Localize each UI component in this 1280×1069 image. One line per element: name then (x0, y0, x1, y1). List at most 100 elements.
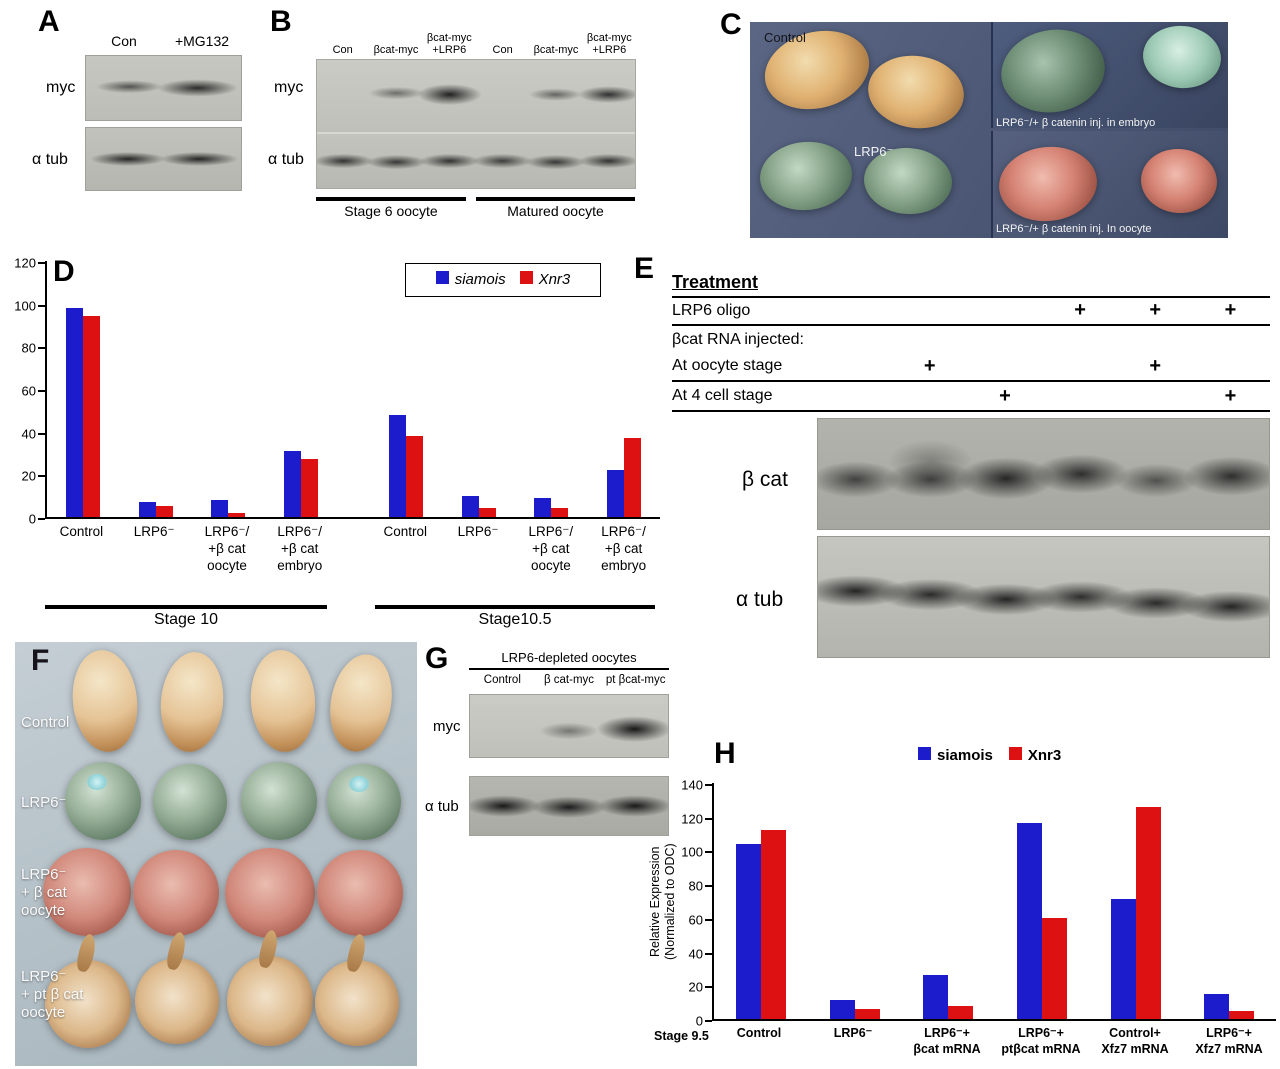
embryo (322, 649, 400, 757)
embryo (863, 49, 969, 135)
stage-underline (375, 605, 655, 609)
bar-group (442, 496, 515, 517)
xnr3-legend-swatch (1008, 747, 1022, 760)
bar-group (515, 498, 588, 517)
lane-label: βcat-myc +LRP6 (586, 31, 632, 57)
blot-row-label: β cat (742, 468, 788, 491)
photo-caption: LRP6⁻/+ β catenin inj. in embryo (996, 117, 1156, 129)
bar-Xnr3 (551, 508, 569, 517)
bar-group (1089, 807, 1183, 1019)
treatment-row: At 4 cell stage + + (672, 382, 1270, 412)
bar-group (265, 451, 338, 517)
panel-b: B Con βcat-myc βcat-myc +LRP6 Con βcat-m… (268, 5, 653, 223)
photo-caption: LRP6⁻ + β cat oocyte (21, 866, 67, 919)
embryo (995, 142, 1101, 226)
legend-label: Xnr3 (538, 271, 571, 288)
y-tick-mark (705, 952, 712, 955)
legend-item: Xnr3 (1008, 747, 1062, 764)
empty-cell (967, 326, 1042, 380)
x-axis-labels: Control LRP6⁻ LRP6⁻+ βcat mRNA LRP6⁻+ ptβca… (712, 1021, 1276, 1057)
bar-siamois (923, 975, 949, 1019)
y-tick-mark (705, 851, 712, 854)
blot-row-label: α tub (32, 151, 68, 168)
bar-group (714, 830, 808, 1019)
embryo (1139, 22, 1224, 92)
lane-label: βcat-myc +LRP6 (426, 31, 472, 57)
y-tick-mark (38, 347, 45, 350)
plus-sign: + (1224, 299, 1237, 321)
bar-siamois (138, 502, 156, 517)
lane-label: Con (332, 44, 353, 57)
legend-item: siamois (435, 271, 506, 289)
panel-a: A Con +MG132 myc α tub (30, 5, 265, 200)
embryo (225, 848, 315, 938)
plus-sign: + (1224, 385, 1237, 407)
legend-label: siamois (454, 271, 506, 288)
alpha-tub-blot-strip (469, 776, 669, 836)
y-tick-label: 20 (21, 468, 36, 484)
bar-siamois (461, 496, 479, 517)
treatment-table: LRP6 oligo + + + βcat RNA injected: At ooc… (672, 296, 1270, 412)
y-tick-label: 40 (21, 426, 36, 442)
photo-quadrant-right-bottom (990, 131, 1228, 238)
alpha-tub-blot-strip (817, 536, 1270, 658)
y-tick-mark (705, 918, 712, 921)
embryo-photo-montage: Control LRP6⁻ LRP6⁻ + β cat oocyte LRP6⁻… (15, 642, 417, 1066)
x-category-label: LRP6⁻+ ptβcat mRNA (1001, 1026, 1081, 1056)
y-tick-mark (38, 390, 45, 392)
embryo (45, 960, 131, 1048)
alpha-tub-blot-strip (317, 134, 635, 188)
y-axis-title-text: Relative Expression (Normalized to ODC) (648, 843, 677, 961)
lane-label: βcat-myc (533, 44, 579, 57)
bar-Xnr3 (854, 1009, 880, 1019)
panel-e: E Treatment LRP6 oligo + + + βcat RNA inje… (630, 250, 1280, 662)
y-tick-label: 60 (21, 383, 36, 399)
lane-label: Control (483, 674, 521, 686)
stage-label: Stage 9.5 (654, 1029, 709, 1043)
y-tick-label: 0 (695, 1013, 703, 1029)
empty-cell (817, 382, 892, 410)
siamois-legend-swatch (435, 271, 449, 284)
x-category-label: Control (736, 1026, 782, 1040)
y-tick-label: 100 (681, 844, 703, 860)
plus-sign: + (923, 355, 936, 377)
treatment-row: βcat RNA injected: At oocyte stage + + (672, 326, 1270, 382)
treatment-row-label: LRP6 oligo (672, 302, 751, 319)
bar-Xnr3 (760, 830, 786, 1019)
embryo (67, 646, 143, 756)
beta-catenin-blot-strip (817, 418, 1270, 530)
panel-c-label: C (720, 8, 742, 41)
embryo (227, 956, 313, 1046)
photo-caption: Control (764, 30, 806, 45)
panel-b-lane-labels: Con βcat-myc βcat-myc +LRP6 Con βcat-myc… (316, 11, 636, 57)
y-tick-label: 0 (28, 511, 36, 527)
empty-cell (967, 298, 1042, 324)
blot-row-label: myc (274, 79, 304, 96)
photo-caption: Control (21, 714, 70, 731)
y-tick-mark (38, 432, 45, 435)
empty-cell (1043, 382, 1118, 410)
panel-g-header: LRP6-depleted oocytes (469, 650, 669, 670)
panel-e-label: E (634, 252, 655, 285)
empty-cell (1043, 326, 1118, 380)
treatment-row: LRP6 oligo + + + (672, 298, 1270, 326)
blot-row-label: myc (46, 79, 76, 96)
y-tick-label: 120 (681, 811, 703, 827)
legend-label: Xnr3 (1027, 747, 1062, 764)
bar-group (47, 308, 120, 517)
embryo (247, 647, 319, 755)
y-tick-label: 140 (681, 777, 703, 793)
x-category-label: LRP6⁻+ βcat mRNA (913, 1026, 981, 1056)
xnr3-legend-swatch (519, 271, 533, 284)
lane-label: Con (111, 33, 137, 49)
lane-label: βcat-myc (373, 44, 419, 57)
panel-f: Control LRP6⁻ LRP6⁻ + β cat oocyte LRP6⁻… (15, 642, 417, 1066)
legend-item: Xnr3 (519, 271, 571, 289)
panel-h: H siamois Xnr3 Relative Expression (Norm… (648, 735, 1278, 1067)
lane-label: Con (492, 44, 513, 57)
bar-siamois (534, 498, 552, 517)
bar-Xnr3 (948, 1006, 974, 1019)
x-category-label: LRP6⁻ (133, 524, 175, 539)
expression-bar-chart-h: Relative Expression (Normalized to ODC) … (648, 778, 1276, 1057)
bar-siamois (389, 415, 407, 517)
